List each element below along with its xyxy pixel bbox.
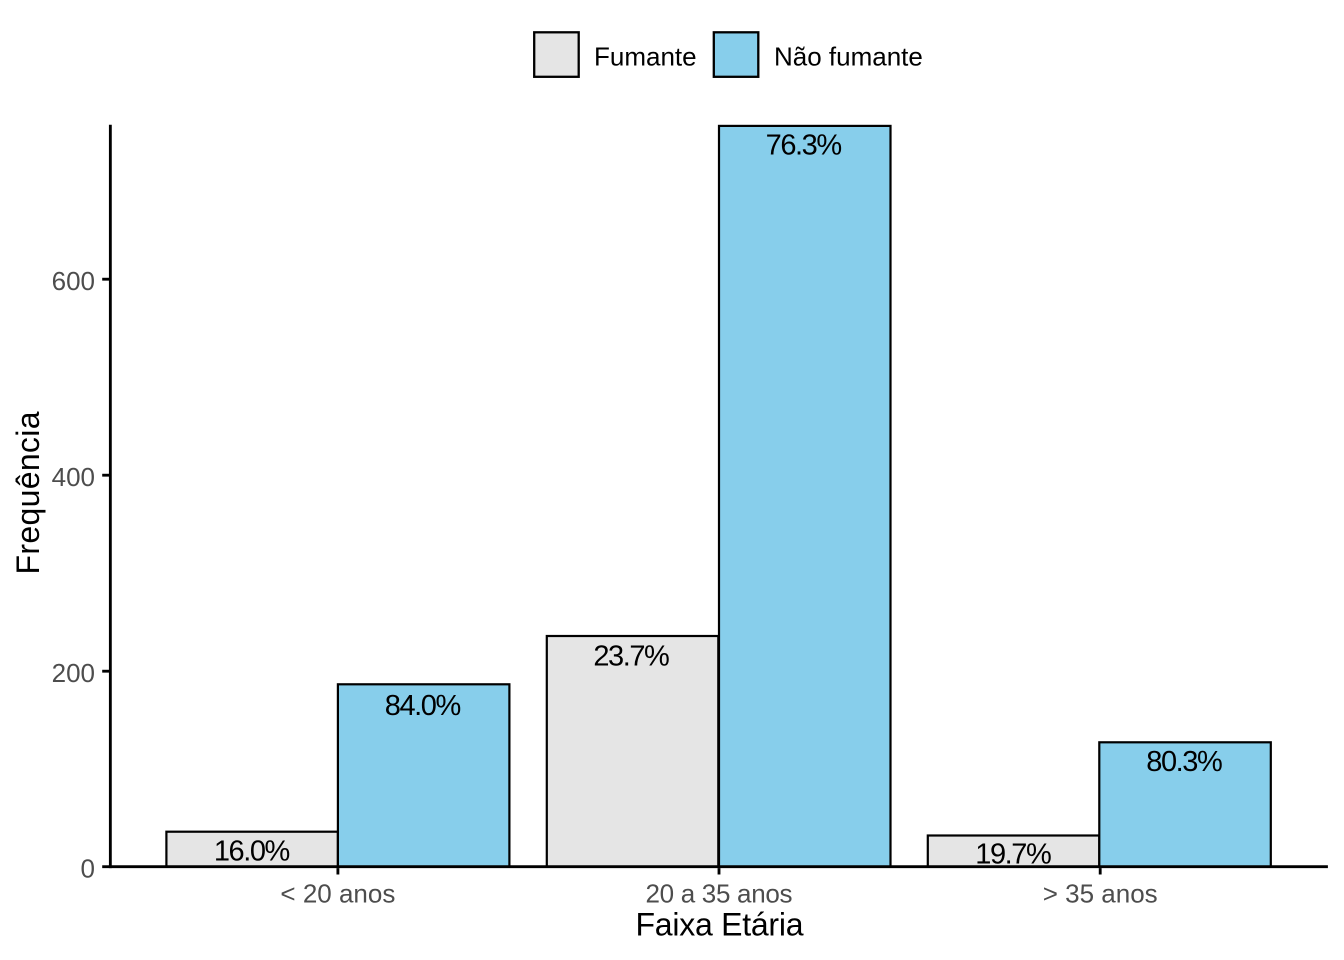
svg-text:Fumante: Fumante (594, 42, 697, 72)
svg-text:200: 200 (52, 658, 95, 688)
svg-text:16.0%: 16.0% (214, 836, 291, 868)
svg-text:400: 400 (52, 462, 95, 492)
svg-text:Frequência: Frequência (10, 411, 46, 574)
svg-text:84.0%: 84.0% (385, 690, 462, 722)
svg-text:> 35 anos: > 35 anos (1043, 879, 1158, 909)
svg-text:600: 600 (52, 266, 95, 296)
svg-text:20 a 35 anos: 20 a 35 anos (646, 879, 793, 909)
svg-text:0: 0 (81, 853, 95, 883)
svg-text:23.7%: 23.7% (593, 641, 670, 673)
svg-text:19.7%: 19.7% (975, 839, 1052, 871)
svg-text:76.3%: 76.3% (766, 129, 843, 161)
svg-text:Não fumante: Não fumante (774, 42, 923, 72)
svg-text:Faixa Etária: Faixa Etária (636, 907, 804, 943)
svg-text:< 20 anos: < 20 anos (280, 879, 395, 909)
svg-text:80.3%: 80.3% (1146, 746, 1223, 778)
